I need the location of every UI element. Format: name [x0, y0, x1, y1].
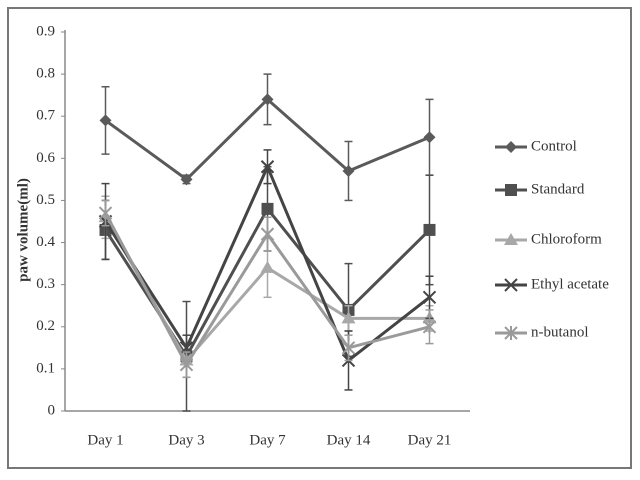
x-tick-label: Day 14 [327, 432, 371, 448]
marker [98, 206, 113, 221]
y-tick-label: 0.1 [36, 360, 55, 376]
y-tick-label: 0.7 [36, 108, 55, 124]
legend-marker [505, 141, 517, 153]
legend-marker [504, 326, 518, 340]
marker [260, 160, 275, 174]
legend-label: Ethyl acetate [531, 276, 609, 292]
marker [422, 319, 437, 334]
marker [261, 202, 274, 215]
y-tick-label: 0 [48, 402, 56, 418]
marker [260, 260, 275, 273]
marker [260, 227, 275, 242]
legend-marker [505, 184, 517, 196]
y-axis-title: paw volume(ml) [15, 178, 31, 282]
legend-label: Standard [531, 181, 585, 197]
marker [180, 173, 193, 186]
marker [423, 131, 436, 144]
legend-label: n-butanol [531, 324, 589, 340]
marker [423, 223, 436, 236]
y-tick-label: 0.4 [36, 234, 55, 250]
y-tick-label: 0.9 [36, 23, 55, 39]
marker [261, 93, 274, 106]
y-tick-label: 0.8 [36, 66, 55, 82]
legend-label: Chloroform [531, 231, 602, 247]
marker [99, 114, 112, 127]
legend-marker [504, 278, 518, 292]
marker [342, 164, 355, 177]
legend-marker [504, 233, 518, 245]
marker [341, 340, 356, 355]
y-tick-label: 0.2 [36, 318, 55, 334]
y-tick-label: 0.6 [36, 150, 55, 166]
legend-label: Control [531, 138, 577, 154]
x-tick-label: Day 21 [408, 432, 452, 448]
x-tick-label: Day 3 [168, 432, 204, 448]
x-tick-label: Day 1 [87, 432, 123, 448]
marker [422, 290, 437, 305]
y-tick-label: 0.5 [36, 192, 55, 208]
marker [179, 357, 194, 372]
x-tick-label: Day 7 [249, 432, 286, 448]
marker [341, 311, 356, 324]
y-tick-label: 0.3 [36, 276, 55, 292]
